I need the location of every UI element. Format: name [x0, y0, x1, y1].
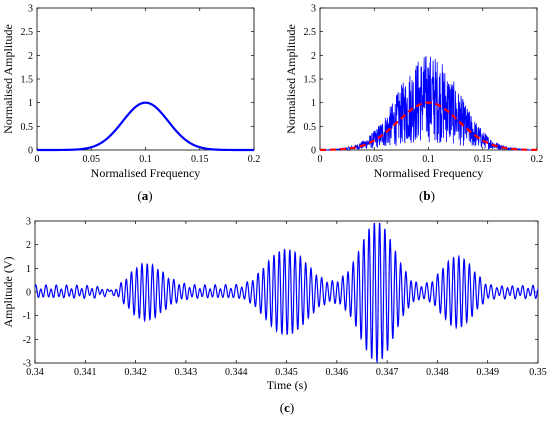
- x-tick-label-b-0: 0: [318, 154, 323, 165]
- series-line-a: [37, 101, 254, 152]
- x-tick-label-c-4: 0.344: [225, 367, 248, 378]
- x-tick-label-b-2: 0.1: [422, 154, 435, 165]
- chart-panel-b: 0 0.05 0.1 0.15 0.2 0 0.5 1 1.5 2 2.5 3 Normalised …: [284, 4, 543, 204]
- y-axis-label-c: Amplitude (V): [1, 257, 15, 328]
- x-tick-label-c-5: 0.345: [275, 367, 298, 378]
- plot-frame-a: [36, 7, 255, 151]
- y-tick-label-c-5: 2: [26, 240, 31, 251]
- y-tick-label-c-6: 3: [26, 217, 31, 228]
- y-axis-label-a: Normalised Amplitude: [1, 24, 15, 134]
- y-tick-label-c-2: -1: [23, 311, 31, 322]
- y-tick-label-b-5: 2.5: [304, 27, 317, 38]
- y-tick-label-b-6: 3: [311, 4, 316, 15]
- x-tick-label-c-3: 0.343: [175, 367, 198, 378]
- chart-panel-a: 0 0.05 0.1 0.15 0.2 0 0.5 1 1.5 2 2.5 3 Normalised …: [1, 4, 260, 204]
- tick-group-b: 0 0.05 0.1 0.15 0.2 0 0.5 1 1.5 2 2.5 3: [304, 4, 544, 166]
- tick-group-a: 0 0.05 0.1 0.15 0.2 0 0.5 1 1.5 2 2.5 3: [21, 4, 261, 166]
- y-tick-label-a-0: 0: [28, 146, 33, 157]
- x-tick-label-c-9: 0.349: [476, 367, 499, 378]
- x-tick-label-b-1: 0.05: [366, 154, 384, 165]
- tick-group-c: 0.34 0.341 0.342 0.343 0.344 0.345 0.346 0.347 0…: [23, 217, 547, 379]
- x-tick-label-b-4: 0.2: [531, 154, 544, 165]
- x-tick-label-c-2: 0.342: [124, 367, 147, 378]
- y-axis-label-b: Normalised Amplitude: [284, 24, 298, 134]
- x-tick-label-c-0: 0.34: [26, 367, 44, 378]
- x-tick-label-c-1: 0.341: [74, 367, 97, 378]
- y-tick-label-b-2: 1: [311, 98, 316, 109]
- y-tick-label-b-3: 1.5: [304, 75, 317, 86]
- x-tick-label-a-3: 0.15: [191, 154, 209, 165]
- x-tick-label-b-3: 0.15: [474, 154, 492, 165]
- y-tick-label-a-2: 1: [28, 98, 33, 109]
- x-tick-label-c-10: 0.35: [529, 367, 547, 378]
- y-tick-label-c-1: -2: [23, 335, 31, 346]
- series-line-b-envelope: [319, 101, 538, 152]
- y-tick-label-a-3: 1.5: [21, 75, 34, 86]
- y-tick-label-a-6: 3: [28, 4, 33, 15]
- panel-label-a: (a): [137, 188, 152, 203]
- y-tick-label-a-4: 2: [28, 51, 33, 62]
- x-tick-label-a-0: 0: [35, 154, 40, 165]
- x-tick-label-a-2: 0.1: [139, 154, 152, 165]
- y-tick-label-a-5: 2.5: [21, 27, 34, 38]
- y-tick-label-b-4: 2: [311, 51, 316, 62]
- chart-panel-c: 0.34 0.341 0.342 0.343 0.344 0.345 0.346 0.347 0…: [1, 217, 547, 416]
- x-axis-label-a: Normalised Frequency: [91, 166, 201, 180]
- y-tick-label-a-1: 0.5: [21, 122, 34, 133]
- y-tick-label-b-1: 0.5: [304, 122, 317, 133]
- x-tick-label-c-8: 0.348: [426, 367, 449, 378]
- x-axis-label-c: Time (s): [267, 378, 308, 392]
- y-tick-label-c-3: 0: [26, 288, 31, 299]
- panel-label-b: (b): [419, 188, 435, 203]
- x-tick-label-c-6: 0.346: [326, 367, 349, 378]
- y-tick-label-b-0: 0: [311, 146, 316, 157]
- x-tick-label-a-4: 0.2: [248, 154, 261, 165]
- series-line-c: [34, 222, 539, 364]
- y-tick-label-c-4: 1: [26, 264, 31, 275]
- y-tick-label-c-0: -3: [23, 359, 31, 370]
- series-line-b-spectrum: [319, 56, 538, 152]
- x-tick-label-c-7: 0.347: [376, 367, 399, 378]
- panel-label-c: (c): [280, 400, 294, 415]
- x-tick-label-a-1: 0.05: [83, 154, 101, 165]
- x-axis-label-b: Normalised Frequency: [374, 166, 484, 180]
